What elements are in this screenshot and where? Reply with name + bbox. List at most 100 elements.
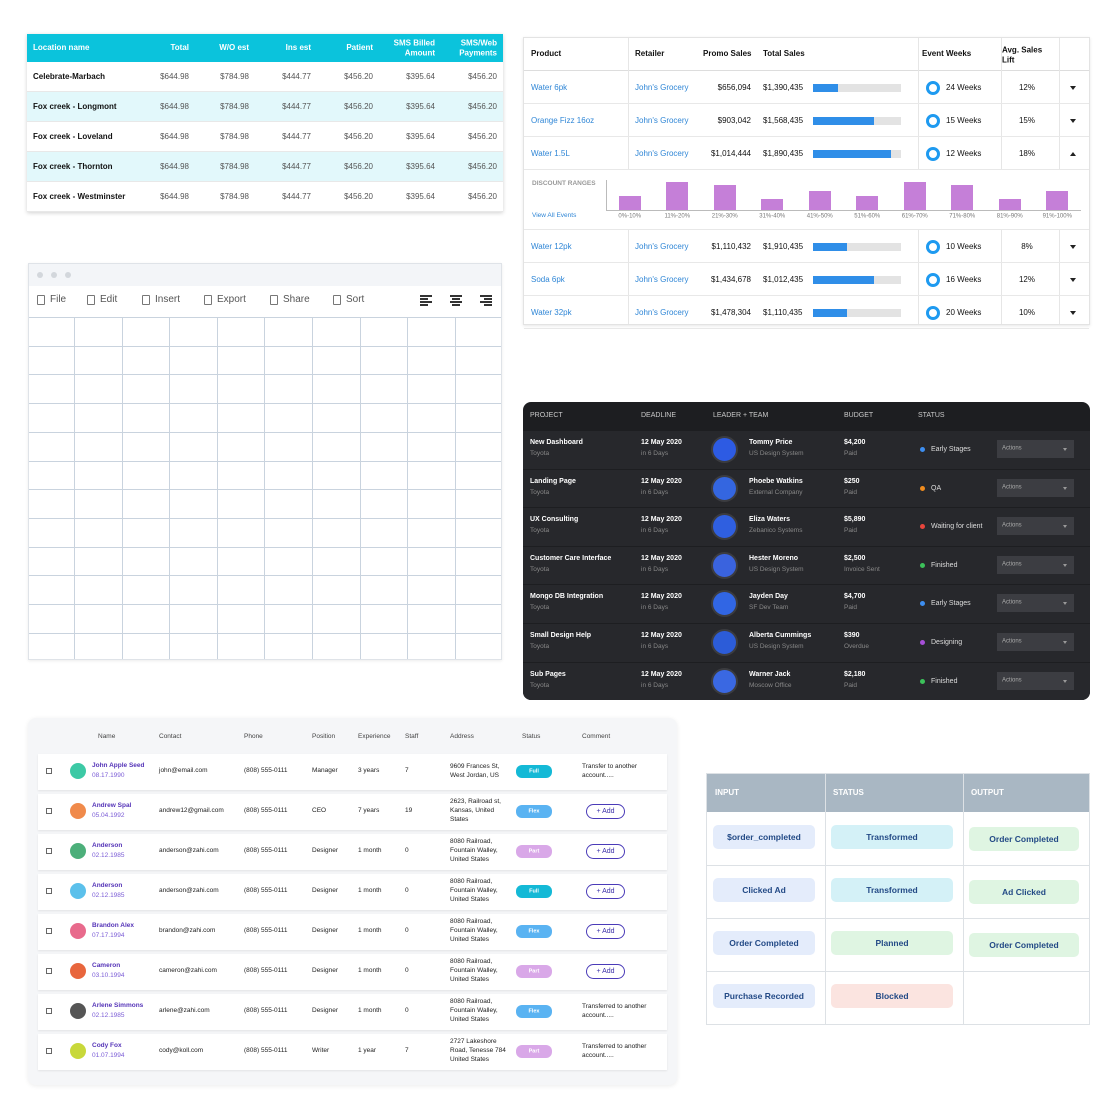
team-name: Zebanico Systems: [749, 527, 803, 535]
dropdown-caret: [1063, 641, 1067, 644]
actions-dropdown[interactable]: Actions: [997, 594, 1074, 613]
align-icon[interactable]: [452, 298, 460, 300]
status-dot: [920, 524, 925, 530]
column-header: INPUT: [715, 788, 739, 798]
event-weeks: 20 Weeks: [946, 308, 982, 318]
sales-lift: 10%: [1018, 308, 1035, 318]
person-date: 02.12.1985: [92, 852, 125, 860]
address-line: United States: [450, 856, 490, 864]
expand-caret[interactable]: [1070, 86, 1076, 90]
avatar: [70, 923, 86, 939]
expand-caret[interactable]: [1070, 278, 1076, 282]
staff: 0: [405, 887, 409, 895]
status-dot: [920, 562, 925, 568]
add-button-label: + Add: [596, 847, 615, 855]
toolbar-item[interactable]: Share: [283, 294, 310, 305]
toolbar-icon[interactable]: [87, 295, 95, 305]
row-checkbox[interactable]: [46, 1048, 52, 1054]
row-checkbox[interactable]: [46, 968, 52, 974]
phone: (808) 555-0111: [244, 807, 288, 815]
toolbar-icon[interactable]: [204, 295, 212, 305]
align-icon[interactable]: [484, 304, 492, 306]
flow-pill: Purchase Recorded: [713, 984, 815, 1008]
toolbar-item[interactable]: File: [50, 294, 67, 305]
grid-line: [29, 374, 501, 376]
phone: (808) 555-0111: [244, 1007, 288, 1015]
bar: [808, 191, 831, 210]
add-button[interactable]: + Add: [586, 964, 625, 979]
progress-bar: [813, 117, 874, 125]
add-button[interactable]: + Add: [586, 804, 625, 819]
flow-pill: Order Completed: [969, 933, 1079, 957]
add-button-label: + Add: [596, 807, 615, 815]
header-row: [27, 34, 503, 62]
column-header: Status: [522, 733, 541, 741]
align-icon[interactable]: [420, 301, 432, 303]
actions-dropdown[interactable]: Actions: [997, 555, 1074, 574]
align-icon[interactable]: [420, 304, 428, 306]
row-checkbox[interactable]: [46, 888, 52, 894]
project-client: Toyota: [530, 450, 550, 458]
bar: [856, 196, 879, 210]
align-icon[interactable]: [450, 295, 462, 297]
align-icon[interactable]: [450, 301, 462, 303]
actions-dropdown[interactable]: Actions: [997, 671, 1074, 690]
toolbar-item[interactable]: Insert: [155, 294, 181, 305]
toolbar-icon[interactable]: [333, 295, 341, 305]
column-header: STATUS: [918, 411, 945, 419]
promo-sales: $903,042: [717, 116, 751, 126]
actions-dropdown[interactable]: Actions: [997, 517, 1074, 536]
toolbar-icon[interactable]: [37, 295, 45, 305]
row-checkbox[interactable]: [46, 848, 52, 854]
align-icon[interactable]: [420, 295, 432, 297]
column-header: PROJECT: [530, 411, 563, 419]
row-checkbox[interactable]: [46, 808, 52, 814]
bar: [998, 199, 1021, 210]
total-sales: $1,890,435: [763, 149, 804, 159]
location-name: Fox creek - Longmont: [33, 102, 117, 112]
expand-caret[interactable]: [1070, 152, 1076, 156]
cell-value: $444.77: [282, 192, 311, 202]
flow-pill: $order_completed: [713, 825, 815, 849]
toolbar-icon[interactable]: [270, 295, 278, 305]
expand-caret[interactable]: [1070, 245, 1076, 249]
row-checkbox[interactable]: [46, 768, 52, 774]
align-icon[interactable]: [480, 301, 492, 303]
flow-pill-text: Planned: [875, 937, 909, 948]
add-button[interactable]: + Add: [586, 884, 625, 899]
actions-dropdown[interactable]: Actions: [997, 440, 1074, 458]
align-icon[interactable]: [420, 298, 428, 300]
row-checkbox[interactable]: [46, 928, 52, 934]
toolbar-item[interactable]: Export: [217, 294, 246, 305]
add-button[interactable]: + Add: [586, 844, 625, 859]
flow-pill: Ad Clicked: [969, 880, 1079, 904]
comment-line: account.....: [582, 1051, 614, 1059]
budget-note: Invoice Sent: [844, 565, 880, 573]
status-text: Early Stages: [931, 600, 971, 608]
row-checkbox[interactable]: [46, 1008, 52, 1014]
cell-value: $644.98: [160, 132, 189, 142]
project-name: Sub Pages: [530, 670, 566, 678]
toolbar-icon[interactable]: [142, 295, 150, 305]
column-header: LEADER + TEAM: [713, 411, 769, 419]
retailer-link: John's Grocery: [635, 149, 689, 159]
align-icon[interactable]: [484, 298, 492, 300]
align-icon[interactable]: [480, 295, 492, 297]
deadline: 12 May 2020: [641, 477, 682, 485]
title-bar: [29, 264, 501, 286]
bar: [713, 185, 736, 210]
toolbar-item[interactable]: Sort: [346, 294, 365, 305]
actions-dropdown[interactable]: Actions: [997, 478, 1074, 497]
expand-caret[interactable]: [1070, 119, 1076, 123]
table-row: [523, 545, 1090, 585]
align-icon[interactable]: [452, 304, 460, 306]
toolbar-item[interactable]: Edit: [100, 294, 118, 305]
leader-name: Eliza Waters: [749, 515, 790, 523]
add-button[interactable]: + Add: [586, 924, 625, 939]
expand-caret[interactable]: [1070, 311, 1076, 315]
address-line: Fountain Walley,: [450, 847, 498, 855]
cell-value: $456.20: [344, 192, 373, 202]
actions-label: Actions: [1002, 484, 1022, 490]
actions-dropdown[interactable]: Actions: [997, 633, 1074, 651]
promo-sales: $1,434,678: [710, 275, 751, 285]
